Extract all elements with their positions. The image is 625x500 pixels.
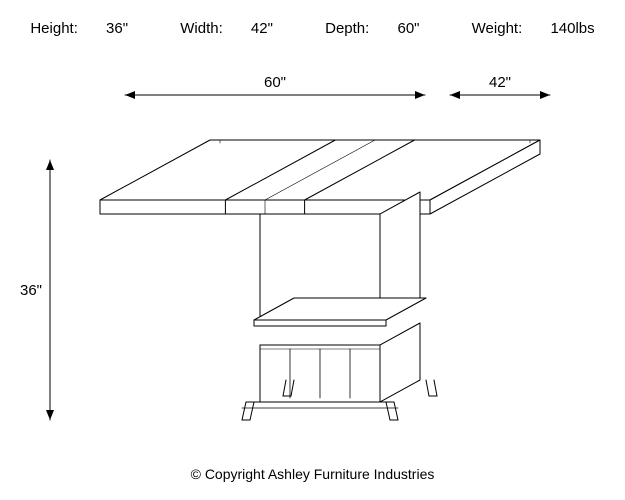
copyright-text: © Copyright Ashley Furniture Industries xyxy=(191,466,435,482)
spec-weight-label: Weight: xyxy=(472,20,523,37)
svg-text:60": 60" xyxy=(264,74,286,91)
spec-depth: Depth: 60" xyxy=(313,20,436,37)
spec-width-value: 42" xyxy=(251,20,273,37)
spec-weight-value: 140lbs xyxy=(550,20,594,37)
table-drawing: 36" 60" 42" xyxy=(0,0,625,500)
spec-height: Height: 36" xyxy=(18,20,144,37)
copyright-line: © Copyright Ashley Furniture Industries xyxy=(0,466,625,482)
svg-text:36": 36" xyxy=(20,282,42,299)
spec-depth-value: 60" xyxy=(397,20,419,37)
diagram-stage: Height: 36" Width: 42" Depth: 60" Weight… xyxy=(0,0,625,500)
spec-line: Height: 36" Width: 42" Depth: 60" Weight… xyxy=(0,20,625,37)
spec-depth-label: Depth: xyxy=(325,20,369,37)
spec-width: Width: 42" xyxy=(168,20,289,37)
spec-height-label: Height: xyxy=(30,20,78,37)
spec-height-value: 36" xyxy=(106,20,128,37)
spec-width-label: Width: xyxy=(180,20,223,37)
spec-weight: Weight: 140lbs xyxy=(460,20,607,37)
svg-text:42": 42" xyxy=(489,74,511,91)
